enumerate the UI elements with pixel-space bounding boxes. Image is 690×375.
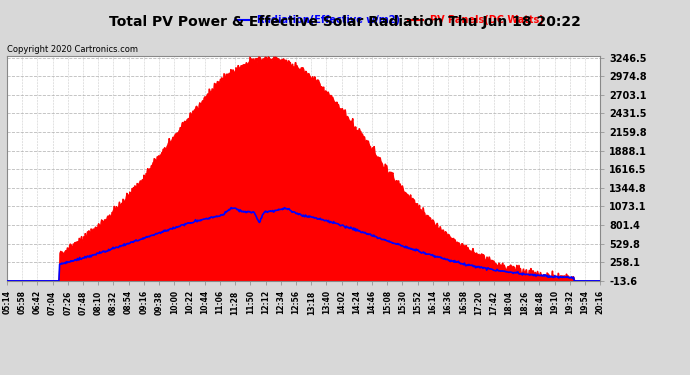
Text: Copyright 2020 Cartronics.com: Copyright 2020 Cartronics.com	[7, 45, 138, 54]
Text: Total PV Power & Effective Solar Radiation Thu Jun 18 20:22: Total PV Power & Effective Solar Radiati…	[109, 15, 581, 29]
Legend: Radiation(Effective w/m2), PV Panels(DC Watts): Radiation(Effective w/m2), PV Panels(DC …	[231, 12, 548, 29]
